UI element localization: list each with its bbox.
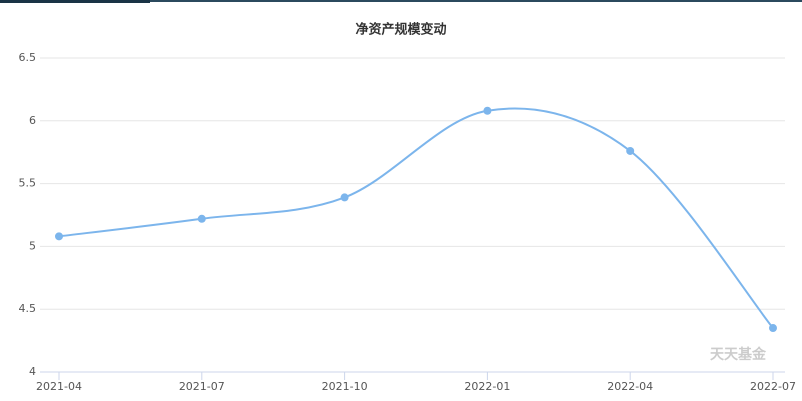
point	[769, 324, 777, 333]
y-tick-label: 6.5	[19, 51, 37, 64]
x-tick-label: 2022-01	[464, 380, 510, 393]
y-tick-label: 4	[29, 365, 36, 378]
x-tick-label: 2021-04	[36, 380, 82, 393]
point	[55, 232, 63, 241]
x-tick-label: 2022-04	[607, 380, 653, 393]
point	[197, 214, 206, 223]
chart-title: 净资产规模变动	[355, 22, 446, 38]
point	[483, 106, 492, 115]
y-tick-label: 6	[29, 114, 36, 127]
x-tick-label: 2021-10	[322, 380, 368, 393]
y-tick-label: 4.5	[19, 302, 37, 315]
x-tick-label: 2021-07	[179, 380, 225, 393]
top-tab	[0, 0, 150, 3]
point	[626, 146, 635, 155]
top-bar	[0, 0, 802, 2]
line	[58, 107, 774, 329]
y-tick-label: 5	[29, 239, 36, 252]
point	[340, 193, 349, 202]
watermark: 天天基金	[710, 346, 767, 363]
y-tick-label: 5.5	[19, 177, 37, 190]
x-tick-label: 2022-07	[750, 380, 796, 393]
